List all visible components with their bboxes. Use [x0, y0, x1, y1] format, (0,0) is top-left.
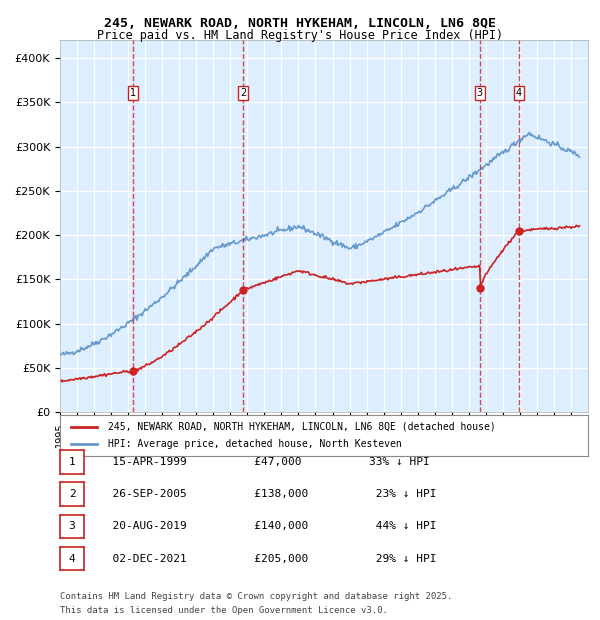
Text: Price paid vs. HM Land Registry's House Price Index (HPI): Price paid vs. HM Land Registry's House … — [97, 29, 503, 42]
Text: 3: 3 — [68, 521, 76, 531]
Text: 3: 3 — [476, 89, 483, 99]
Text: 02-DEC-2021          £205,000          29% ↓ HPI: 02-DEC-2021 £205,000 29% ↓ HPI — [99, 554, 437, 564]
Text: 2: 2 — [240, 89, 246, 99]
Text: HPI: Average price, detached house, North Kesteven: HPI: Average price, detached house, Nort… — [107, 440, 401, 450]
Text: 245, NEWARK ROAD, NORTH HYKEHAM, LINCOLN, LN6 8QE (detached house): 245, NEWARK ROAD, NORTH HYKEHAM, LINCOLN… — [107, 422, 495, 432]
Text: 1: 1 — [68, 457, 76, 467]
Text: 26-SEP-2005          £138,000          23% ↓ HPI: 26-SEP-2005 £138,000 23% ↓ HPI — [99, 489, 437, 499]
Text: 15-APR-1999          £47,000          33% ↓ HPI: 15-APR-1999 £47,000 33% ↓ HPI — [99, 457, 430, 467]
Text: 245, NEWARK ROAD, NORTH HYKEHAM, LINCOLN, LN6 8QE: 245, NEWARK ROAD, NORTH HYKEHAM, LINCOLN… — [104, 17, 496, 30]
Text: 4: 4 — [515, 89, 521, 99]
Text: 2: 2 — [68, 489, 76, 499]
Text: This data is licensed under the Open Government Licence v3.0.: This data is licensed under the Open Gov… — [60, 606, 388, 615]
Text: 20-AUG-2019          £140,000          44% ↓ HPI: 20-AUG-2019 £140,000 44% ↓ HPI — [99, 521, 437, 531]
Text: 4: 4 — [68, 554, 76, 564]
Text: Contains HM Land Registry data © Crown copyright and database right 2025.: Contains HM Land Registry data © Crown c… — [60, 592, 452, 601]
Text: 1: 1 — [130, 89, 136, 99]
